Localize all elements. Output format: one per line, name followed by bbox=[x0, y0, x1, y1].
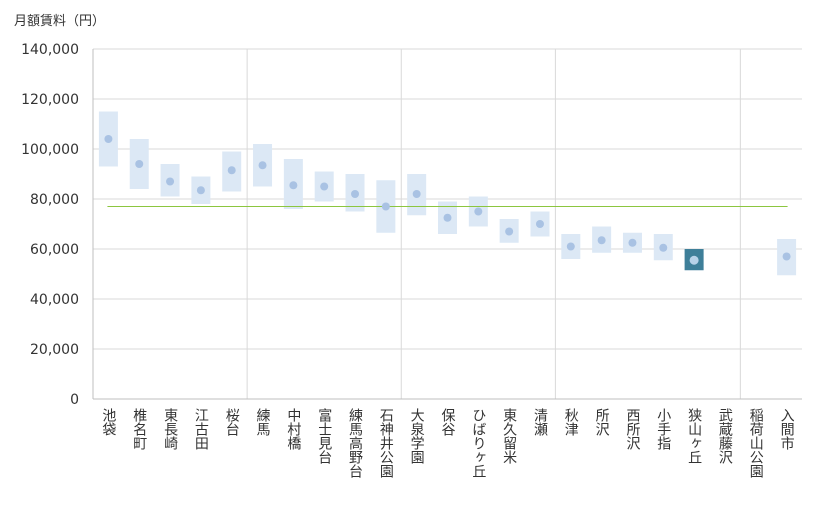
data-point bbox=[566, 242, 575, 251]
data-point bbox=[505, 227, 514, 236]
data-point bbox=[659, 243, 668, 252]
data-point bbox=[289, 181, 298, 190]
x-tick-label: 清瀬 bbox=[532, 408, 548, 436]
x-tick-label: 西所沢 bbox=[624, 408, 640, 450]
data-point bbox=[104, 135, 113, 143]
x-tick-label: ひばりヶ丘 bbox=[470, 408, 486, 478]
y-tick-label: 0 bbox=[70, 392, 79, 408]
x-tick-label: 富士見台 bbox=[316, 407, 332, 464]
data-point bbox=[351, 190, 360, 198]
x-tick-label: 池袋 bbox=[100, 408, 116, 436]
data-point bbox=[597, 236, 606, 245]
data-point bbox=[443, 213, 452, 222]
x-tick-label: 石神井公園 bbox=[378, 408, 394, 478]
y-tick-label: 140,000 bbox=[21, 42, 79, 58]
x-tick-label: 狭山ヶ丘 bbox=[686, 408, 702, 464]
x-tick-label: 大泉学園 bbox=[409, 408, 425, 464]
x-tick-label: 中村橋 bbox=[285, 408, 301, 450]
data-point bbox=[474, 207, 483, 216]
data-point bbox=[381, 202, 390, 211]
data-point bbox=[535, 220, 544, 228]
x-tick-label: 練馬高野台 bbox=[347, 408, 363, 478]
x-tick-label: 東長崎 bbox=[162, 408, 178, 450]
y-tick-label: 20,000 bbox=[30, 342, 79, 358]
data-point bbox=[412, 190, 421, 198]
y-tick-label: 100,000 bbox=[21, 142, 79, 158]
data-point bbox=[196, 186, 205, 195]
y-tick-label: 120,000 bbox=[21, 92, 79, 108]
x-tick-label: 保谷 bbox=[440, 408, 456, 436]
y-tick-label: 40,000 bbox=[30, 292, 79, 308]
x-tick-label: 秋津 bbox=[563, 408, 579, 436]
y-axis-title: 月額賃料（円） bbox=[14, 14, 106, 29]
data-point bbox=[258, 161, 267, 170]
data-point bbox=[320, 182, 329, 191]
x-tick-label: 所沢 bbox=[594, 408, 610, 436]
x-tick-label: 練馬 bbox=[255, 408, 271, 436]
y-tick-label: 80,000 bbox=[30, 192, 79, 208]
data-point bbox=[135, 160, 144, 168]
x-tick-label: 小手指 bbox=[655, 408, 671, 450]
y-tick-label: 60,000 bbox=[30, 242, 79, 258]
x-tick-label: 江古田 bbox=[193, 408, 209, 450]
x-tick-label: 武蔵藤沢 bbox=[717, 408, 733, 464]
x-tick-label: 稲荷山公園 bbox=[748, 408, 764, 478]
x-tick-label: 桜台 bbox=[224, 408, 240, 436]
data-point bbox=[782, 252, 791, 261]
data-point bbox=[628, 238, 637, 247]
x-tick-label: 東久留米 bbox=[501, 408, 517, 464]
data-point bbox=[227, 166, 236, 175]
x-tick-label: 椎名町 bbox=[131, 408, 147, 450]
data-point bbox=[689, 255, 699, 265]
x-tick-label: 入間市 bbox=[779, 408, 795, 450]
data-point bbox=[166, 177, 175, 186]
